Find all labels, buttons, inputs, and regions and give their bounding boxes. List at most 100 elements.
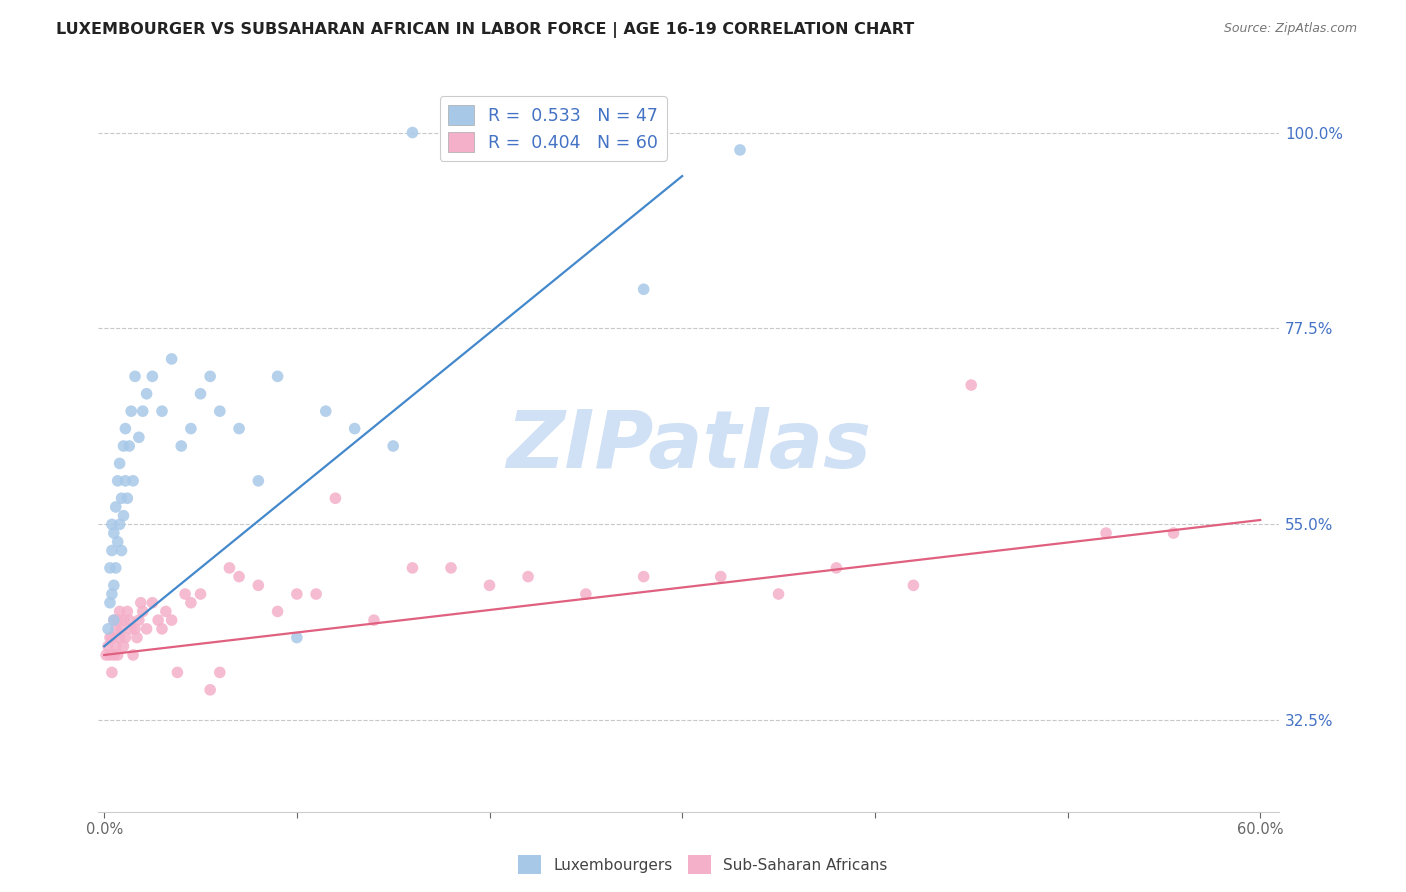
Point <box>114 474 136 488</box>
Point <box>104 622 127 636</box>
Legend: R =  0.533   N = 47, R =  0.404   N = 60: R = 0.533 N = 47, R = 0.404 N = 60 <box>440 96 666 161</box>
Point <box>141 369 163 384</box>
Text: Source: ZipAtlas.com: Source: ZipAtlas.com <box>1223 22 1357 36</box>
Point <box>98 631 121 645</box>
Point <box>180 421 202 435</box>
Point <box>575 587 598 601</box>
Point <box>198 682 221 697</box>
Point <box>132 604 155 618</box>
Point <box>122 474 145 488</box>
Point <box>198 369 221 384</box>
Point <box>114 631 136 645</box>
Point <box>117 491 139 506</box>
Point <box>108 457 131 471</box>
Point <box>107 613 129 627</box>
Point <box>110 543 132 558</box>
Point <box>103 613 125 627</box>
Point <box>120 404 142 418</box>
Point <box>903 578 925 592</box>
Point <box>101 543 124 558</box>
Point <box>128 613 150 627</box>
Point <box>97 622 120 636</box>
Point <box>112 640 135 654</box>
Point <box>166 665 188 680</box>
Point <box>108 604 131 618</box>
Point <box>960 378 983 392</box>
Point <box>285 587 308 601</box>
Point <box>107 534 129 549</box>
Point <box>103 526 125 541</box>
Point <box>180 596 202 610</box>
Point <box>363 613 385 627</box>
Point <box>107 474 129 488</box>
Point <box>97 640 120 654</box>
Point <box>285 631 308 645</box>
Point <box>141 596 163 610</box>
Point <box>128 430 150 444</box>
Legend: Luxembourgers, Sub-Saharan Africans: Luxembourgers, Sub-Saharan Africans <box>512 849 894 880</box>
Point <box>174 587 197 601</box>
Point <box>633 569 655 583</box>
Point <box>960 814 983 828</box>
Point <box>110 491 132 506</box>
Point <box>728 143 751 157</box>
Point <box>107 648 129 662</box>
Point <box>135 386 157 401</box>
Point <box>266 604 288 618</box>
Point <box>122 648 145 662</box>
Point <box>825 561 848 575</box>
Point <box>98 561 121 575</box>
Point <box>112 439 135 453</box>
Text: LUXEMBOURGER VS SUBSAHARAN AFRICAN IN LABOR FORCE | AGE 16-19 CORRELATION CHART: LUXEMBOURGER VS SUBSAHARAN AFRICAN IN LA… <box>56 22 914 38</box>
Point <box>155 604 177 618</box>
Point <box>208 404 231 418</box>
Point <box>94 648 117 662</box>
Point <box>315 404 337 418</box>
Point <box>101 587 124 601</box>
Point <box>132 404 155 418</box>
Point <box>710 569 733 583</box>
Point <box>150 404 173 418</box>
Point <box>170 439 193 453</box>
Point <box>103 648 125 662</box>
Point <box>478 578 501 592</box>
Point <box>160 613 183 627</box>
Point <box>104 640 127 654</box>
Point <box>247 578 270 592</box>
Point <box>104 500 127 514</box>
Point <box>118 613 141 627</box>
Point <box>124 369 146 384</box>
Point <box>768 587 790 601</box>
Point <box>101 517 124 532</box>
Point <box>108 517 131 532</box>
Point <box>160 351 183 366</box>
Point <box>112 613 135 627</box>
Point <box>343 421 366 435</box>
Point <box>633 282 655 296</box>
Point <box>110 622 132 636</box>
Point <box>382 439 405 453</box>
Point <box>1163 526 1185 541</box>
Point <box>114 421 136 435</box>
Point <box>228 569 250 583</box>
Point <box>125 631 148 645</box>
Point <box>135 622 157 636</box>
Point <box>266 369 288 384</box>
Point <box>190 386 212 401</box>
Point <box>101 665 124 680</box>
Point <box>190 587 212 601</box>
Text: ZIPatlas: ZIPatlas <box>506 407 872 485</box>
Point <box>1095 526 1118 541</box>
Point <box>98 648 121 662</box>
Point <box>124 622 146 636</box>
Point <box>305 587 328 601</box>
Point <box>401 561 423 575</box>
Point <box>401 126 423 140</box>
Point <box>440 561 463 575</box>
Point <box>129 596 152 610</box>
Point <box>117 604 139 618</box>
Point <box>98 596 121 610</box>
Point <box>108 631 131 645</box>
Point <box>146 613 169 627</box>
Point <box>150 622 173 636</box>
